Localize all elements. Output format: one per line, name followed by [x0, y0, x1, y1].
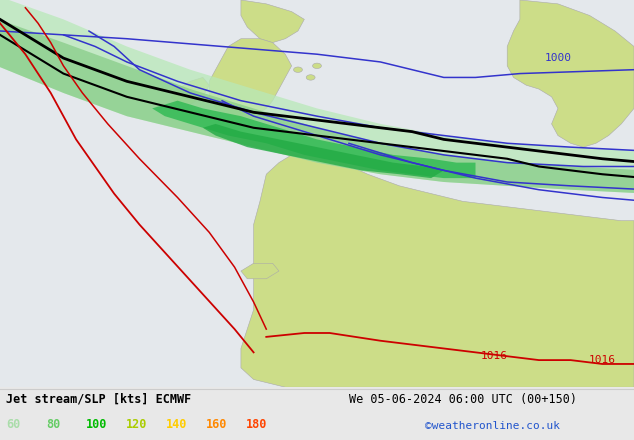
Text: 120: 120: [126, 418, 148, 431]
Text: 60: 60: [6, 418, 20, 431]
Text: ©weatheronline.co.uk: ©weatheronline.co.uk: [425, 421, 560, 431]
Polygon shape: [241, 155, 634, 387]
Polygon shape: [209, 39, 292, 120]
Text: 140: 140: [166, 418, 188, 431]
Polygon shape: [171, 77, 209, 105]
Circle shape: [306, 75, 315, 80]
Polygon shape: [152, 101, 476, 178]
Text: We 05-06-2024 06:00 UTC (00+150): We 05-06-2024 06:00 UTC (00+150): [349, 392, 577, 406]
Polygon shape: [203, 124, 444, 178]
Text: 1016: 1016: [481, 351, 508, 361]
Text: 160: 160: [206, 418, 228, 431]
Text: 180: 180: [246, 418, 268, 431]
Text: 100: 100: [86, 418, 108, 431]
Polygon shape: [0, 0, 634, 194]
Polygon shape: [241, 263, 279, 279]
Polygon shape: [241, 0, 304, 43]
Text: Jet stream/SLP [kts] ECMWF: Jet stream/SLP [kts] ECMWF: [6, 392, 191, 406]
Polygon shape: [507, 0, 634, 147]
Text: 1000: 1000: [545, 53, 571, 63]
Circle shape: [294, 67, 302, 73]
Polygon shape: [0, 15, 634, 194]
Text: 80: 80: [46, 418, 60, 431]
Text: 1016: 1016: [589, 355, 616, 365]
Circle shape: [313, 63, 321, 69]
